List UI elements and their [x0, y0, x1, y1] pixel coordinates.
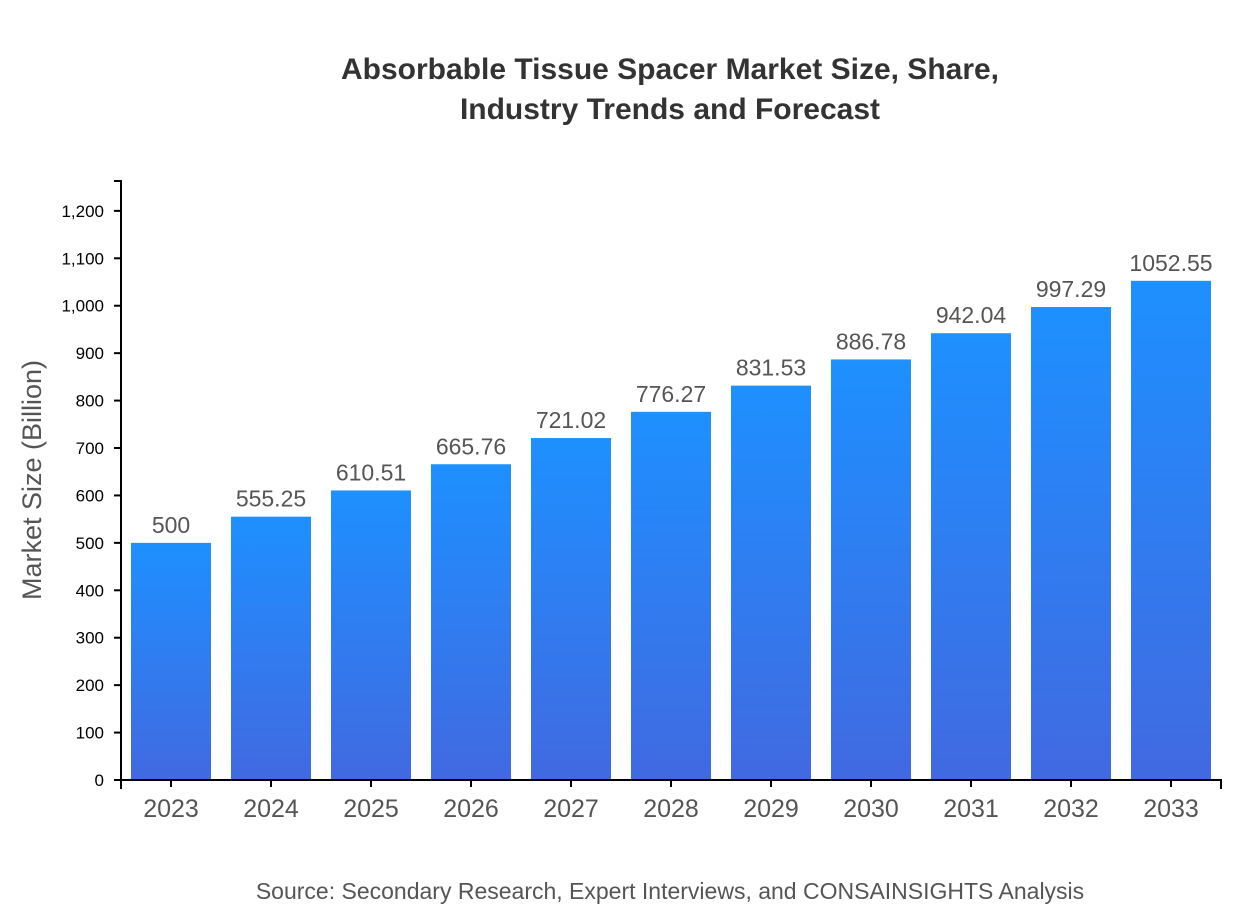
y-tick-label: 200: [76, 676, 104, 695]
y-tick-label: 300: [76, 629, 104, 648]
source-note: Source: Secondary Research, Expert Inter…: [255, 878, 1085, 904]
y-tick-label: 1,100: [61, 249, 104, 268]
chart-title: Absorbable Tissue Spacer Market Size, Sh…: [0, 50, 1260, 130]
x-tick-label: 2024: [243, 795, 299, 823]
bar-2027: [531, 438, 611, 780]
data-label-2030: 886.78: [836, 328, 906, 354]
bar-2028: [631, 411, 711, 780]
x-axis-line: [120, 779, 1222, 789]
bar-2033: [1131, 280, 1211, 780]
x-tick-label: 2025: [343, 795, 399, 823]
bar-2030: [831, 359, 911, 780]
data-label-2023: 500: [152, 512, 190, 538]
data-label-2033: 1052.55: [1129, 250, 1212, 276]
y-tick-label: 100: [76, 724, 104, 743]
data-label-2025: 610.51: [336, 459, 406, 485]
bar-2024: [231, 516, 311, 780]
bar-2029: [731, 385, 811, 780]
bar-2026: [431, 464, 511, 780]
data-label-2031: 942.04: [936, 302, 1007, 328]
data-label-2026: 665.76: [436, 433, 506, 459]
x-tick-label: 2029: [743, 795, 799, 823]
chart-title-line-2: Industry Trends and Forecast: [459, 93, 881, 126]
data-label-2027: 721.02: [536, 407, 606, 433]
bar-2025: [331, 490, 411, 780]
x-tick-label: 2027: [543, 795, 599, 823]
y-tick-label: 1,000: [61, 297, 104, 316]
y-tick-label: 0: [95, 771, 104, 790]
x-tick-label: 2032: [1043, 795, 1099, 823]
chart-title-line-1: Absorbable Tissue Spacer Market Size, Sh…: [340, 53, 1000, 86]
x-tick-label: 2030: [843, 795, 899, 823]
y-tick-label: 1,200: [61, 202, 104, 221]
data-label-2029: 831.53: [736, 355, 806, 381]
y-tick-label: 700: [76, 439, 104, 458]
y-axis-line: [114, 180, 122, 781]
bar-2032: [1031, 307, 1111, 780]
y-tick-label: 500: [76, 534, 104, 553]
x-tick-label: 2028: [643, 795, 699, 823]
data-label-2024: 555.25: [236, 486, 306, 512]
data-label-2028: 776.27: [636, 381, 706, 407]
bar-2023: [131, 542, 211, 780]
y-tick-label: 400: [76, 581, 104, 600]
bar-2031: [931, 333, 1011, 780]
x-tick-label: 2031: [943, 795, 999, 823]
x-tick-label: 2023: [143, 795, 199, 823]
y-tick-label: 600: [76, 486, 104, 505]
x-tick-label: 2033: [1143, 795, 1199, 823]
y-tick-label: 800: [76, 392, 104, 411]
y-tick-label: 900: [76, 344, 104, 363]
x-tick-label: 2026: [443, 795, 499, 823]
data-label-2032: 997.29: [1036, 276, 1106, 302]
y-axis-label: Market Size (Billion): [17, 360, 47, 600]
